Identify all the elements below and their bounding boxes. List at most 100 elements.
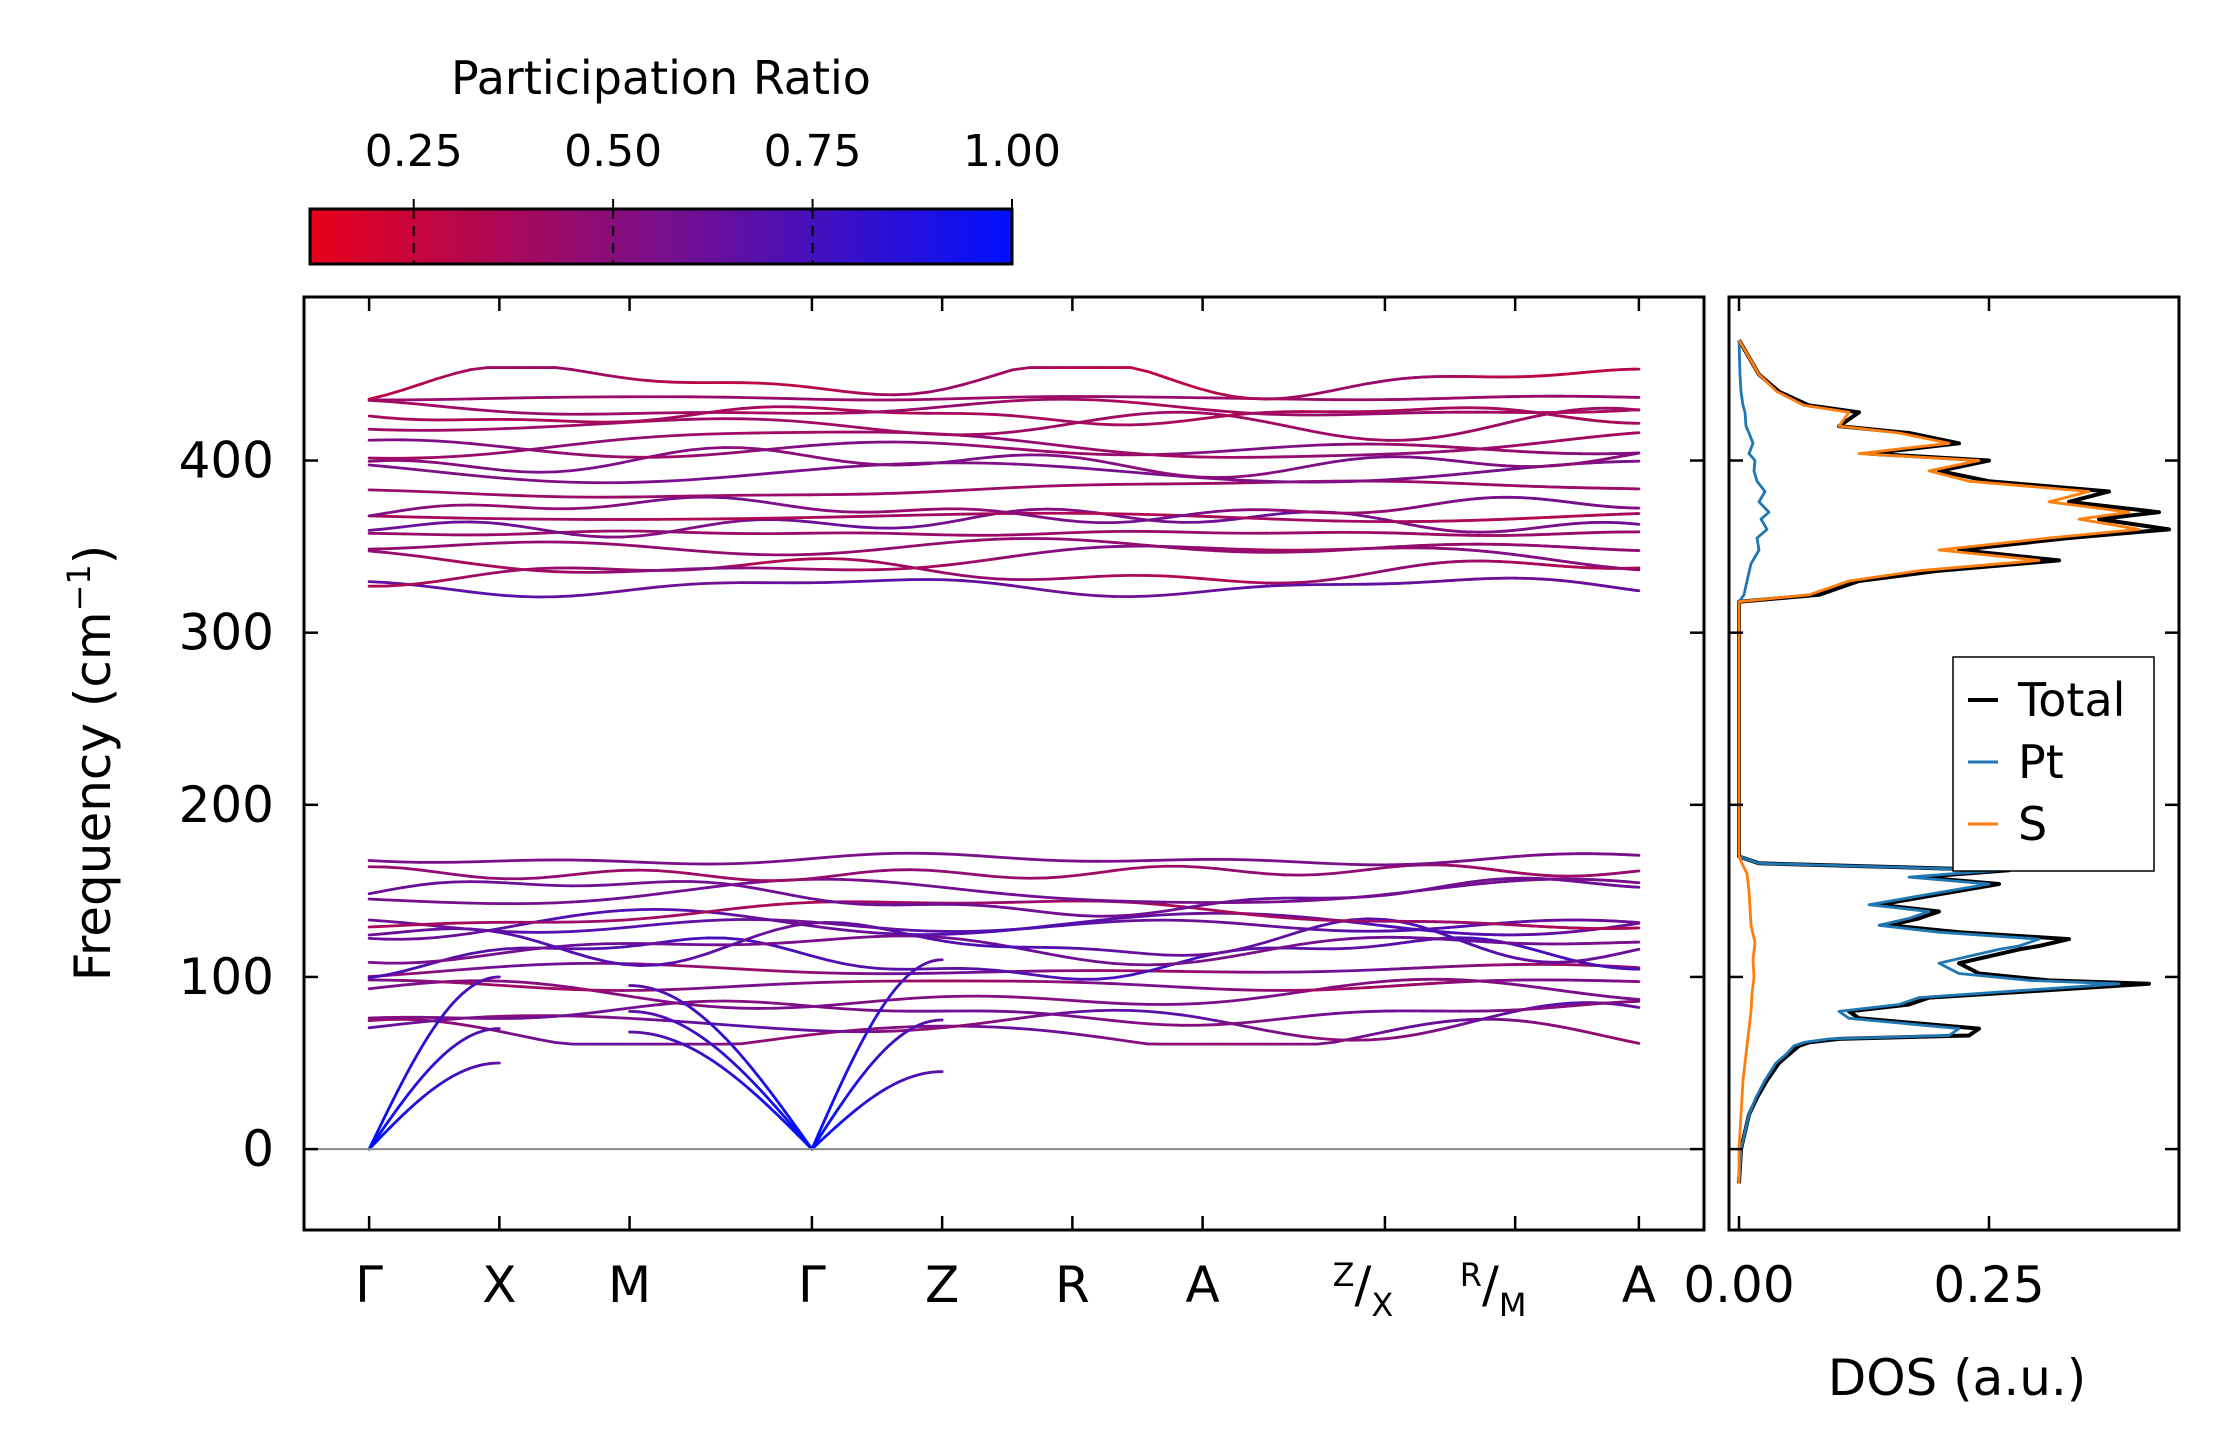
band-segment [537,506,557,511]
band-segment [486,450,506,456]
band-segment [1349,436,1370,441]
band-segment [757,405,777,409]
band-segment [1027,440,1048,446]
band-segment [1146,472,1167,477]
band-segment [1180,590,1201,596]
band-segment [452,368,473,376]
band-segment [486,570,506,576]
band-segment [1129,518,1150,524]
band-segment [1011,508,1031,513]
band-segment [909,406,930,412]
band-segment [655,479,676,483]
band-segment [418,1019,439,1024]
band-segment [469,966,490,971]
band-segment [757,471,777,476]
band-segment [1044,537,1065,541]
band-segment [1180,956,1201,964]
band-segment [858,391,879,396]
band-segment [1349,382,1370,389]
band-segment [1265,512,1285,517]
band-segment [774,1026,794,1031]
band-segment [553,987,574,991]
band-segment [486,409,506,414]
band-segment [1281,930,1302,939]
band-segment [1078,999,1099,1004]
band-segment [926,387,947,394]
band-segment [723,551,743,556]
colorbar-title: Participation Ratio [451,51,871,105]
band-segment [841,389,862,395]
band-segment [824,422,845,428]
band-segment [1366,985,1387,989]
band-segment [401,489,422,493]
band-segment [723,450,743,455]
band-segment [1129,422,1150,427]
band-segment [740,405,760,410]
band-segment [621,587,642,593]
band-segment [994,577,1014,581]
band-segment [1366,379,1387,385]
band-segment [943,442,964,447]
band-segment [807,1028,828,1033]
band-segment [1078,1015,1099,1021]
band-segment [977,1020,997,1026]
band-segment [469,465,490,471]
band-segment [520,470,540,474]
band-segment [1044,588,1065,594]
band-segment [537,418,557,423]
band-segment [909,995,930,1000]
band-segment [401,466,422,472]
band-segment [1061,576,1082,580]
band-segment [537,962,557,967]
band-segment [1248,995,1268,1001]
band-segment [790,949,811,957]
band-segment [1214,515,1234,519]
band-segment [1011,1010,1031,1014]
band-segment [1095,415,1116,421]
band-segment [994,445,1014,451]
band-segment [503,540,523,545]
band-segment [1265,420,1285,427]
band-segment [1315,921,1336,928]
band-segment [672,495,693,500]
band-segment [774,1001,794,1006]
band-segment [587,591,608,597]
band-segment [1214,920,1234,925]
band-segment [723,407,743,412]
band-segment [892,392,913,397]
band-segment [486,947,506,953]
band-segment [1180,918,1201,923]
band-segment [824,958,845,966]
band-segment [1163,514,1184,520]
band-segment [1248,580,1268,585]
band-segment [841,1007,862,1012]
band-segment [1027,415,1048,421]
band-segment [909,543,930,548]
band-segment [401,961,422,965]
band-segment [790,405,811,409]
band-segment [1214,508,1234,513]
band-segment [807,920,828,925]
band-segment [384,399,405,405]
band-segment [1366,437,1387,442]
band-segment [1265,412,1285,417]
band-segment [384,508,405,515]
band-segment [367,960,388,965]
band-segment [807,1031,828,1037]
band-segment [435,980,456,984]
band-segment [926,521,947,527]
band-segment [807,467,828,472]
band-segment [740,983,760,988]
colorbar: Participation Ratio 0.25 0.50 0.75 1.00 [308,51,1061,266]
band-segment [486,965,506,970]
band-segment [1044,1029,1065,1034]
band-segment [1332,433,1353,440]
band-segment [740,933,760,943]
band-segment [892,491,913,495]
band-segment [587,505,608,510]
band-segment [469,982,490,986]
band-segment [807,1004,828,1009]
band-segment [757,417,777,422]
band-segment [1112,514,1133,520]
band-segment [943,458,964,464]
